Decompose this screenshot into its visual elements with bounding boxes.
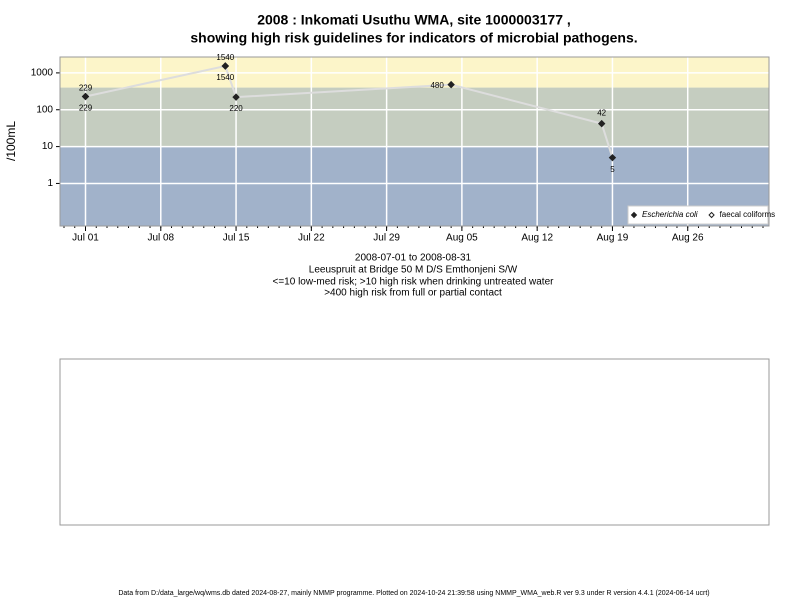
empty-panel [59, 358, 770, 526]
data-label: 1540 [216, 73, 234, 82]
footer: Data from D:/data_large/wq/wms.db dated … [118, 590, 709, 597]
legend-box [627, 205, 769, 225]
data-label: 220 [229, 104, 243, 113]
data-label: 1540 [216, 53, 234, 62]
data-label: 480 [430, 81, 444, 90]
x-tick-label: Aug 19 [597, 233, 629, 244]
legend-label: faecal coliforms [720, 210, 776, 219]
data-label: 229 [79, 104, 93, 113]
data-label: 42 [597, 109, 606, 118]
y-tick-label: 100 [36, 104, 53, 115]
x-tick-label: Jul 29 [373, 233, 400, 244]
chart-title: 2008 : Inkomati Usuthu WMA, site 1000003… [257, 12, 571, 28]
x-tick-label: Jul 01 [72, 233, 99, 244]
y-tick-label: 10 [42, 141, 54, 152]
x-tick-label: Aug 05 [446, 233, 478, 244]
note: Leeuspruit at Bridge 50 M D/S Emthonjeni… [309, 265, 518, 276]
data-label: 5 [610, 165, 615, 174]
x-tick-label: Jul 15 [223, 233, 250, 244]
data-point [608, 153, 617, 162]
chart-subtitle: showing high risk guidelines for indicat… [190, 30, 637, 46]
x-tick-label: Aug 26 [672, 233, 704, 244]
data-point [81, 92, 90, 101]
risk-band [60, 87, 769, 147]
data-point [232, 93, 240, 101]
y-tick-label: 1 [47, 178, 53, 189]
y-axis-label: /100mL [4, 121, 18, 161]
x-tick-label: Jul 08 [147, 233, 174, 244]
data-point [447, 80, 455, 89]
plot-frame [59, 56, 770, 227]
note: <=10 low-med risk; >10 high risk when dr… [273, 277, 555, 288]
data-point [597, 119, 606, 128]
data-label: 229 [79, 84, 93, 93]
x-tick-label: Jul 22 [298, 233, 325, 244]
x-tick-label: Aug 12 [521, 233, 553, 244]
legend-marker [630, 211, 638, 219]
y-tick-label: 1000 [31, 68, 54, 79]
series-line [85, 64, 614, 158]
note: >400 high risk from full or partial cont… [324, 288, 502, 299]
note: 2008-07-01 to 2008-08-31 [355, 253, 472, 264]
legend-marker [708, 211, 715, 219]
data-point [221, 62, 230, 70]
legend-label: Escherichia coli [642, 210, 698, 219]
